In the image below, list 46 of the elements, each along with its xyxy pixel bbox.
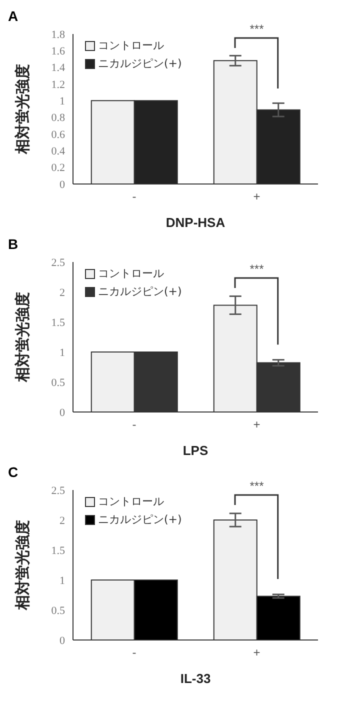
y-tick-label: 0 <box>60 634 66 647</box>
y-tick-label: 1.4 <box>51 62 66 74</box>
y-tick-label: 0.5 <box>51 376 66 389</box>
y-tick-label: 0.5 <box>51 604 66 617</box>
x-tick-label: - <box>132 646 136 660</box>
y-tick-label: 1 <box>60 96 65 108</box>
x-tick-label: - <box>132 418 136 432</box>
y-tick-label: 1.6 <box>51 46 66 58</box>
y-tick-label: 1.2 <box>51 78 65 91</box>
y-tick-label: 1 <box>60 346 65 359</box>
annotation: *** <box>248 479 265 494</box>
y-tick-label: 2.5 <box>51 484 66 497</box>
y-tick-label: 0.2 <box>51 162 65 174</box>
annotation: *** <box>248 262 265 276</box>
x-tick-label: + <box>253 646 260 660</box>
y-tick-label: 0 <box>60 178 66 191</box>
y-tick-label: 1 <box>60 574 65 587</box>
y-tick-label: 2 <box>60 514 65 527</box>
y-tick-label: 1.5 <box>51 316 66 329</box>
legend-label: ニカルジピン(+) <box>98 512 182 527</box>
chart-title: C <box>8 464 20 480</box>
x-axis-title: IL-33 <box>180 671 211 686</box>
legend-label: ニカルジピン(+) <box>98 56 182 71</box>
y-tick-label: 0.4 <box>51 146 66 158</box>
x-tick-label: + <box>253 190 260 204</box>
y-tick-label: 0 <box>60 406 66 419</box>
legend-label: ニカルジピン(+) <box>98 284 182 299</box>
y-tick-label: 0.6 <box>51 128 66 141</box>
y-tick-label: 2 <box>60 286 65 299</box>
legend-label: コントロール <box>98 494 164 509</box>
x-tick-label: - <box>132 190 136 204</box>
y-axis-title: 相対蛍光強度 <box>13 64 32 155</box>
y-tick-label: 0.8 <box>51 112 66 124</box>
x-tick-label: + <box>253 418 260 432</box>
x-axis-title: DNP-HSA <box>166 215 226 230</box>
annotation: *** <box>248 22 265 36</box>
legend-label: コントロール <box>98 266 164 281</box>
chart-title: A <box>8 8 18 24</box>
legend-label: コントロール <box>98 38 164 53</box>
chart-title: B <box>8 236 20 252</box>
y-tick-label: 1.8 <box>51 28 66 41</box>
y-tick-label: 2.5 <box>51 256 66 269</box>
x-axis-title: LPS <box>182 443 208 458</box>
y-tick-label: 1.5 <box>51 544 66 557</box>
y-axis-title: 相対蛍光強度 <box>13 292 32 383</box>
y-axis-title: 相対蛍光強度 <box>13 520 32 611</box>
